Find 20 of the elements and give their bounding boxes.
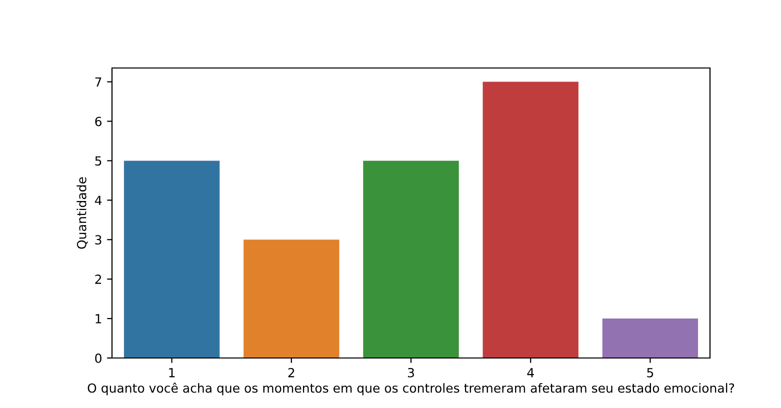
y-tick-label: 1 (96, 314, 102, 324)
bar (482, 82, 578, 358)
x-axis-title: O quanto você acha que os momentos em que os controles tremeram afetaram seu estado emocional? (88, 382, 734, 396)
x-tick-label: 4 (527, 368, 534, 378)
x-tick-label: 2 (288, 368, 294, 378)
x-tick-label: 3 (408, 368, 414, 378)
y-tick-label: 6 (95, 116, 102, 126)
y-tick-label: 2 (95, 274, 102, 284)
x-tick-label: 1 (169, 368, 175, 378)
bar (244, 240, 340, 358)
y-tick-label: 5 (95, 156, 102, 166)
y-tick-label: 3 (95, 235, 102, 245)
y-tick-label: 4 (94, 196, 102, 205)
y-tick-label: 7 (95, 77, 102, 87)
bar (363, 160, 459, 358)
y-tick-label: 0 (95, 353, 102, 363)
x-tick-label: 5 (647, 368, 654, 378)
y-axis-title: Quantidade (76, 177, 88, 249)
bar (124, 160, 220, 358)
bar (602, 318, 698, 358)
